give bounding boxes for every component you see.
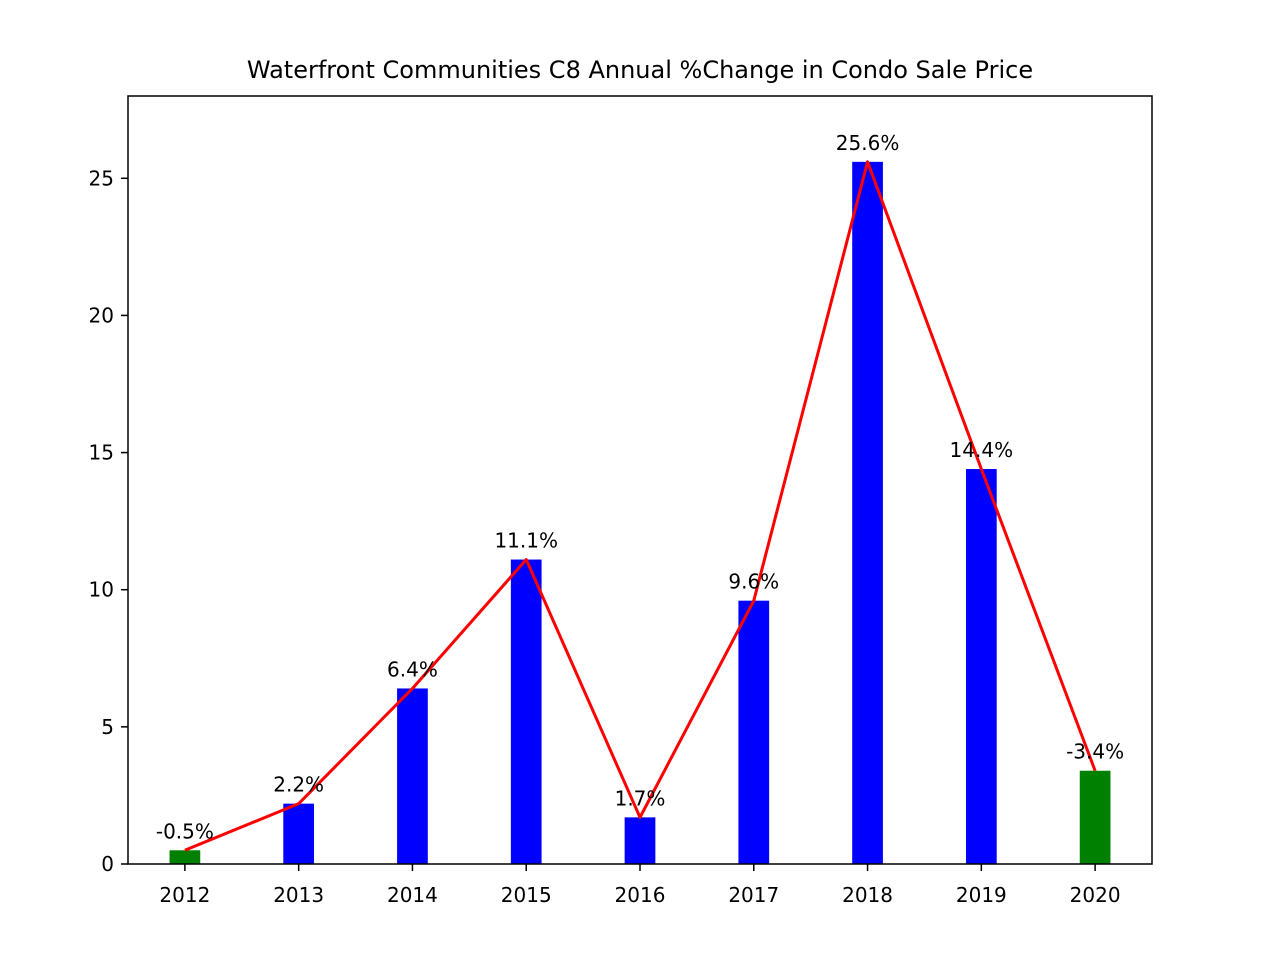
data-labels-layer: -0.5% 2.2% 6.4% 11.1% 1.7% 9.6% 25.6% 14.4% -3.4…	[156, 131, 1124, 843]
x-tick-label-2013: 2013	[273, 883, 324, 907]
bar-2020	[1079, 770, 1111, 864]
data-label-2013: 2.2%	[273, 773, 324, 797]
bar-2015	[510, 559, 542, 864]
bars-layer	[169, 161, 1111, 865]
data-label-2019: 14.4%	[950, 438, 1014, 462]
trend-line-layer	[184, 160, 1097, 852]
y-tick-label-0: 0	[101, 852, 114, 876]
bar-2013	[283, 803, 315, 864]
data-label-2014: 6.4%	[387, 657, 438, 681]
bar-2016	[624, 817, 656, 864]
y-tick-label-20: 20	[89, 303, 114, 327]
data-label-2017: 9.6%	[728, 570, 779, 594]
bar-2014	[397, 688, 428, 864]
chart-title: Waterfront Communities C8 Annual %Change…	[247, 56, 1033, 84]
data-label-2012: -0.5%	[156, 819, 214, 843]
axes-layer: 2012 2013 2014 2015 2016 2017 2018 2019 20200510…	[89, 166, 1121, 907]
data-label-2015: 11.1%	[494, 529, 558, 553]
x-tick-label-2015: 2015	[501, 883, 552, 907]
bar-2018	[852, 161, 883, 865]
bar-2019	[965, 469, 997, 864]
data-label-2020: -3.4%	[1066, 740, 1124, 764]
x-tick-label-2019: 2019	[956, 883, 1007, 907]
x-tick-label-2014: 2014	[387, 883, 438, 907]
plot-frame	[127, 95, 1153, 865]
y-tick-label-10: 10	[89, 578, 114, 602]
data-label-2018: 25.6%	[836, 131, 900, 155]
x-tick-label-2020: 2020	[1070, 883, 1121, 907]
bar-2017	[738, 600, 770, 864]
bar-2012	[169, 850, 201, 864]
x-tick-label-2017: 2017	[728, 883, 779, 907]
x-tick-label-2016: 2016	[615, 883, 666, 907]
x-tick-label-2018: 2018	[842, 883, 893, 907]
x-tick-label-2012: 2012	[159, 883, 210, 907]
y-tick-label-15: 15	[89, 441, 114, 465]
y-tick-label-5: 5	[101, 715, 114, 739]
data-label-2016: 1.7%	[615, 786, 666, 810]
trend-line	[184, 160, 1097, 852]
y-tick-label-25: 25	[89, 166, 114, 190]
